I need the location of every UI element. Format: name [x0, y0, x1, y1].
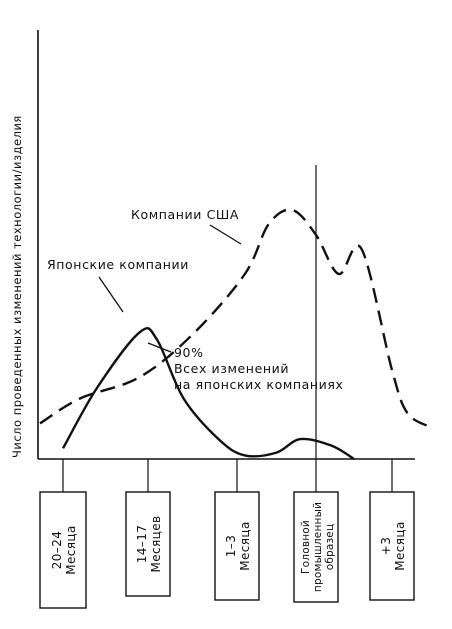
- stage-box-2: 14–17Месяцев: [125, 459, 171, 597]
- japan-pointer-line: [98, 276, 124, 313]
- stage-label-2: 14–17Месяцев: [135, 516, 163, 573]
- percent-line2: на японских компаниях: [174, 377, 344, 392]
- series-line-japan: [61, 327, 355, 461]
- chart-axes: [37, 30, 415, 460]
- stage-box-4: Головнойпромышленныйобразец: [293, 459, 339, 603]
- stage-box-3: 1–3Месяца: [214, 459, 260, 601]
- stage-label-5: +3Месяца: [379, 521, 407, 570]
- stage-boxes: 20–24Месяца 14–17Месяцев 1–3Месяца Голов…: [39, 459, 415, 609]
- stage-label-3: 1–3Месяца: [224, 521, 252, 570]
- series-line-usa: [39, 208, 431, 429]
- percent-value: 90%: [174, 345, 204, 360]
- us-companies-label: Компании США: [131, 207, 239, 222]
- stage-box-1: 20–24Месяца: [39, 459, 87, 609]
- us-pointer-line: [209, 224, 242, 245]
- stage-label-4: Головнойпромышленныйобразец: [300, 502, 336, 592]
- y-axis-label: Число проведенных изменений технологии/и…: [10, 115, 24, 458]
- series-layer: [39, 208, 431, 461]
- japan-companies-label: Японские компании: [47, 257, 189, 272]
- stage-box-5: +3Месяца: [369, 459, 415, 601]
- percent-pointer-line: [147, 342, 172, 353]
- percent-line1: Всех изменений: [174, 361, 289, 376]
- stage-label-1: 20–24Месяца: [50, 525, 78, 574]
- annotations: Компании США Японские компании 90% Всех …: [47, 207, 344, 392]
